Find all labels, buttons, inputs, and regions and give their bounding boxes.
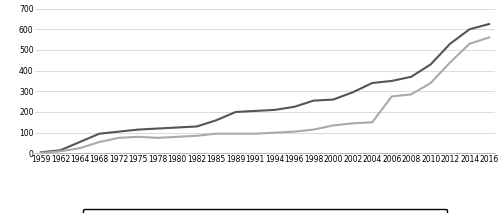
Agreements adopted cumulated (77, 141, 83, 143)
Agreements effective cumulated (96, 141, 102, 143)
Agreements adopted cumulated (252, 110, 258, 112)
Agreements adopted cumulated (58, 149, 64, 151)
Legend: Agreements adopted cumulated, Agreements effective cumulated: Agreements adopted cumulated, Agreements… (83, 209, 447, 213)
Agreements adopted cumulated (330, 98, 336, 101)
Agreements effective cumulated (330, 124, 336, 127)
Agreements adopted cumulated (174, 126, 180, 129)
Agreements effective cumulated (272, 131, 278, 134)
Agreements effective cumulated (291, 130, 297, 133)
Agreements adopted cumulated (116, 130, 122, 133)
Agreements effective cumulated (58, 150, 64, 153)
Agreements adopted cumulated (96, 132, 102, 135)
Agreements effective cumulated (116, 137, 122, 139)
Agreements effective cumulated (155, 137, 161, 139)
Agreements adopted cumulated (486, 23, 492, 25)
Agreements effective cumulated (214, 132, 220, 135)
Line: Agreements effective cumulated: Agreements effective cumulated (41, 37, 489, 153)
Agreements adopted cumulated (369, 82, 375, 84)
Agreements effective cumulated (77, 147, 83, 150)
Agreements effective cumulated (408, 93, 414, 96)
Agreements adopted cumulated (136, 128, 141, 131)
Agreements effective cumulated (388, 95, 394, 98)
Agreements effective cumulated (136, 135, 141, 138)
Agreements effective cumulated (233, 132, 239, 135)
Agreements adopted cumulated (408, 76, 414, 78)
Agreements adopted cumulated (447, 42, 453, 45)
Agreements adopted cumulated (466, 28, 472, 30)
Agreements adopted cumulated (388, 80, 394, 82)
Agreements adopted cumulated (291, 105, 297, 108)
Agreements effective cumulated (447, 61, 453, 64)
Agreements adopted cumulated (233, 111, 239, 113)
Agreements adopted cumulated (38, 151, 44, 154)
Agreements adopted cumulated (272, 109, 278, 111)
Agreements adopted cumulated (350, 91, 356, 94)
Agreements effective cumulated (350, 122, 356, 125)
Agreements effective cumulated (174, 135, 180, 138)
Agreements adopted cumulated (310, 99, 316, 102)
Agreements effective cumulated (428, 82, 434, 84)
Agreements effective cumulated (252, 132, 258, 135)
Agreements adopted cumulated (155, 127, 161, 130)
Agreements effective cumulated (486, 36, 492, 39)
Agreements effective cumulated (194, 134, 200, 137)
Agreements adopted cumulated (428, 63, 434, 66)
Agreements effective cumulated (38, 152, 44, 154)
Agreements effective cumulated (466, 42, 472, 45)
Agreements effective cumulated (369, 121, 375, 124)
Agreements adopted cumulated (194, 125, 200, 128)
Agreements effective cumulated (310, 128, 316, 131)
Agreements adopted cumulated (214, 119, 220, 122)
Line: Agreements adopted cumulated: Agreements adopted cumulated (41, 24, 489, 152)
